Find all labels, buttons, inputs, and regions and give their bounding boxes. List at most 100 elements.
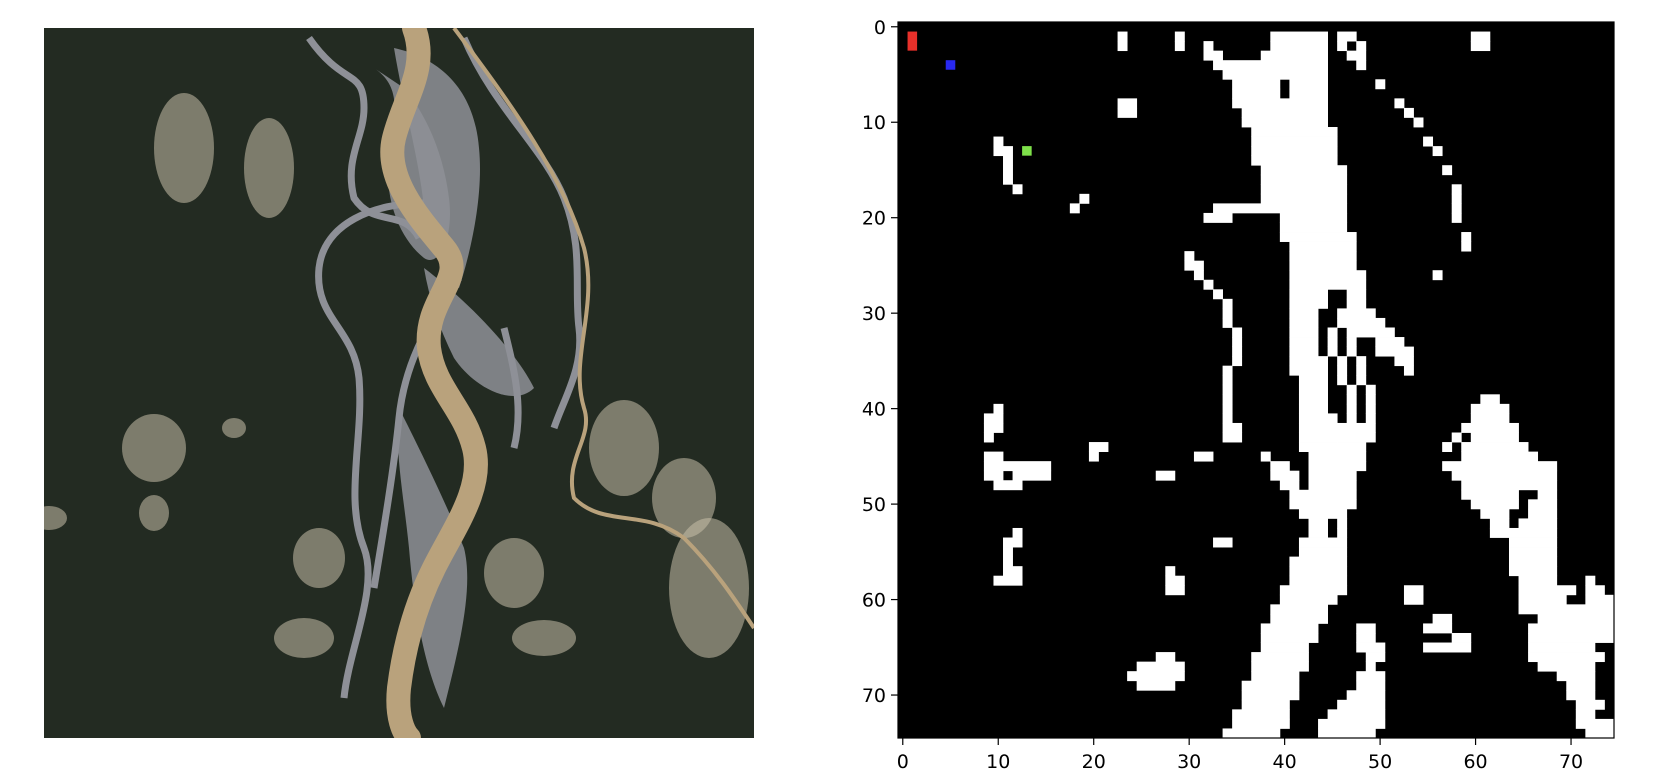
mask-cell-run [1556,671,1596,682]
mask-cell-run [1480,508,1510,519]
mask-cell-run [983,461,1052,472]
mask-cell-run [993,136,1004,147]
mask-cell-run [1165,566,1176,577]
mask-cell-run [1470,432,1519,443]
main-river [380,28,488,738]
mask-cell-run [1232,718,1290,729]
side-channel [500,327,522,449]
mask-cell-run [1365,394,1376,405]
mask-cell-run [1365,661,1376,672]
mask-cell-run [1260,184,1348,195]
mask-cell-run [1012,527,1023,538]
mask-cell-run [1279,480,1300,491]
mask-cell-run [1270,31,1328,42]
mask-cell-run [1289,79,1328,90]
mask-cell-run [1127,671,1185,682]
mask-cell-run [1289,566,1348,577]
mask-cell-run [1222,375,1233,386]
mask-cell-run [1260,193,1348,204]
mask-cell-run [1518,575,1558,586]
mask-cell-run [1432,146,1443,157]
mask-cell-run [1289,499,1357,510]
mask-cell-run [1423,136,1434,147]
mask-cell-run [1232,356,1243,367]
mask-cell-run [1461,451,1539,462]
mask-cell-run [1260,60,1328,71]
mask-cell-run [1222,69,1328,80]
mask-cell-run [1136,680,1176,691]
side-channels [306,35,584,699]
mask-cell-run [1537,489,1558,500]
clearing [669,518,749,658]
mask-cell-run [1575,699,1605,710]
mask-cell-run [1298,432,1338,443]
mask-cell-run [1279,212,1348,223]
mask-cell-run [1356,642,1386,653]
mask-cell-run [1528,632,1615,643]
colored-marker [945,60,956,70]
mask-cell-run [1117,41,1128,52]
mask-cell-run [1298,375,1328,386]
mask-cell-run [1327,337,1338,347]
mask-cell-run [1241,690,1300,701]
colored-marker [1022,146,1032,156]
mask-cell-run [1174,31,1185,42]
mask-cell-run [1365,413,1376,424]
mask-cell-run [1451,212,1462,223]
y-tick-label: 40 [862,399,886,421]
mask-cell-run [1298,442,1367,452]
mask-cell-run [1432,270,1443,281]
mask-cell-run [1260,451,1271,462]
mask-cell-run [993,575,1023,586]
mask-cell-run [1289,489,1357,500]
mask-cell-run [1222,317,1233,328]
mask-cell-run [1203,212,1233,223]
mask-cell-run [1241,107,1328,118]
mask-cell-run [1289,365,1328,376]
tributary [452,28,754,630]
mask-cell-run [1289,270,1367,281]
y-axis: 0 10 20 30 40 50 60 70 [862,17,898,707]
mask-cell-run [1308,461,1367,472]
mask-cell-run [1337,422,1376,433]
mask-cell-run [1346,327,1395,338]
mask-cell-run [1337,31,1357,42]
mask-cell-run [1155,652,1176,663]
mask-cell-run [1222,365,1233,376]
mask-cell-run [1251,127,1338,137]
y-tick-label: 50 [862,494,886,516]
clearing [222,418,246,438]
mask-cell-run [1337,356,1348,367]
mask-cell-run [1346,50,1367,61]
mask-cell-run [1222,432,1243,443]
mask-cell-run [1365,652,1386,663]
mask-cell-run [1298,547,1348,558]
mask-cell-run [983,470,1004,481]
mask-cell-run [1298,403,1328,414]
mask-cell-run [1461,489,1519,500]
mask-cell-run [1222,403,1233,414]
mask-cell-run [1508,566,1558,577]
mask-cell-run [1289,556,1348,567]
mask-cell-run [1184,260,1204,271]
mask-cell-run [1012,470,1052,481]
mask-cell-run [1451,470,1558,481]
mask-cell-run [1222,384,1233,395]
mask-cell-run [1470,499,1519,510]
mask-cell-run [1461,442,1529,452]
mask-cell-run [1193,451,1214,462]
mask-cell-run [1003,155,1013,166]
mask-cell-run [1289,289,1328,300]
mask-cell-run [1232,327,1243,338]
mask-cell-run [1289,260,1357,271]
mask-cell-run [1585,575,1596,586]
mask-cell-run [1308,480,1357,491]
mask-cell-run [1356,41,1367,52]
mask-cell-run [1346,690,1386,701]
mask-cell-run [1470,31,1491,42]
mask-cell-run [1413,117,1424,128]
mask-cell-run [1003,174,1013,185]
side-channel [315,199,425,699]
mask-cell-run [1356,623,1376,634]
mask-cell-run [1232,88,1281,99]
